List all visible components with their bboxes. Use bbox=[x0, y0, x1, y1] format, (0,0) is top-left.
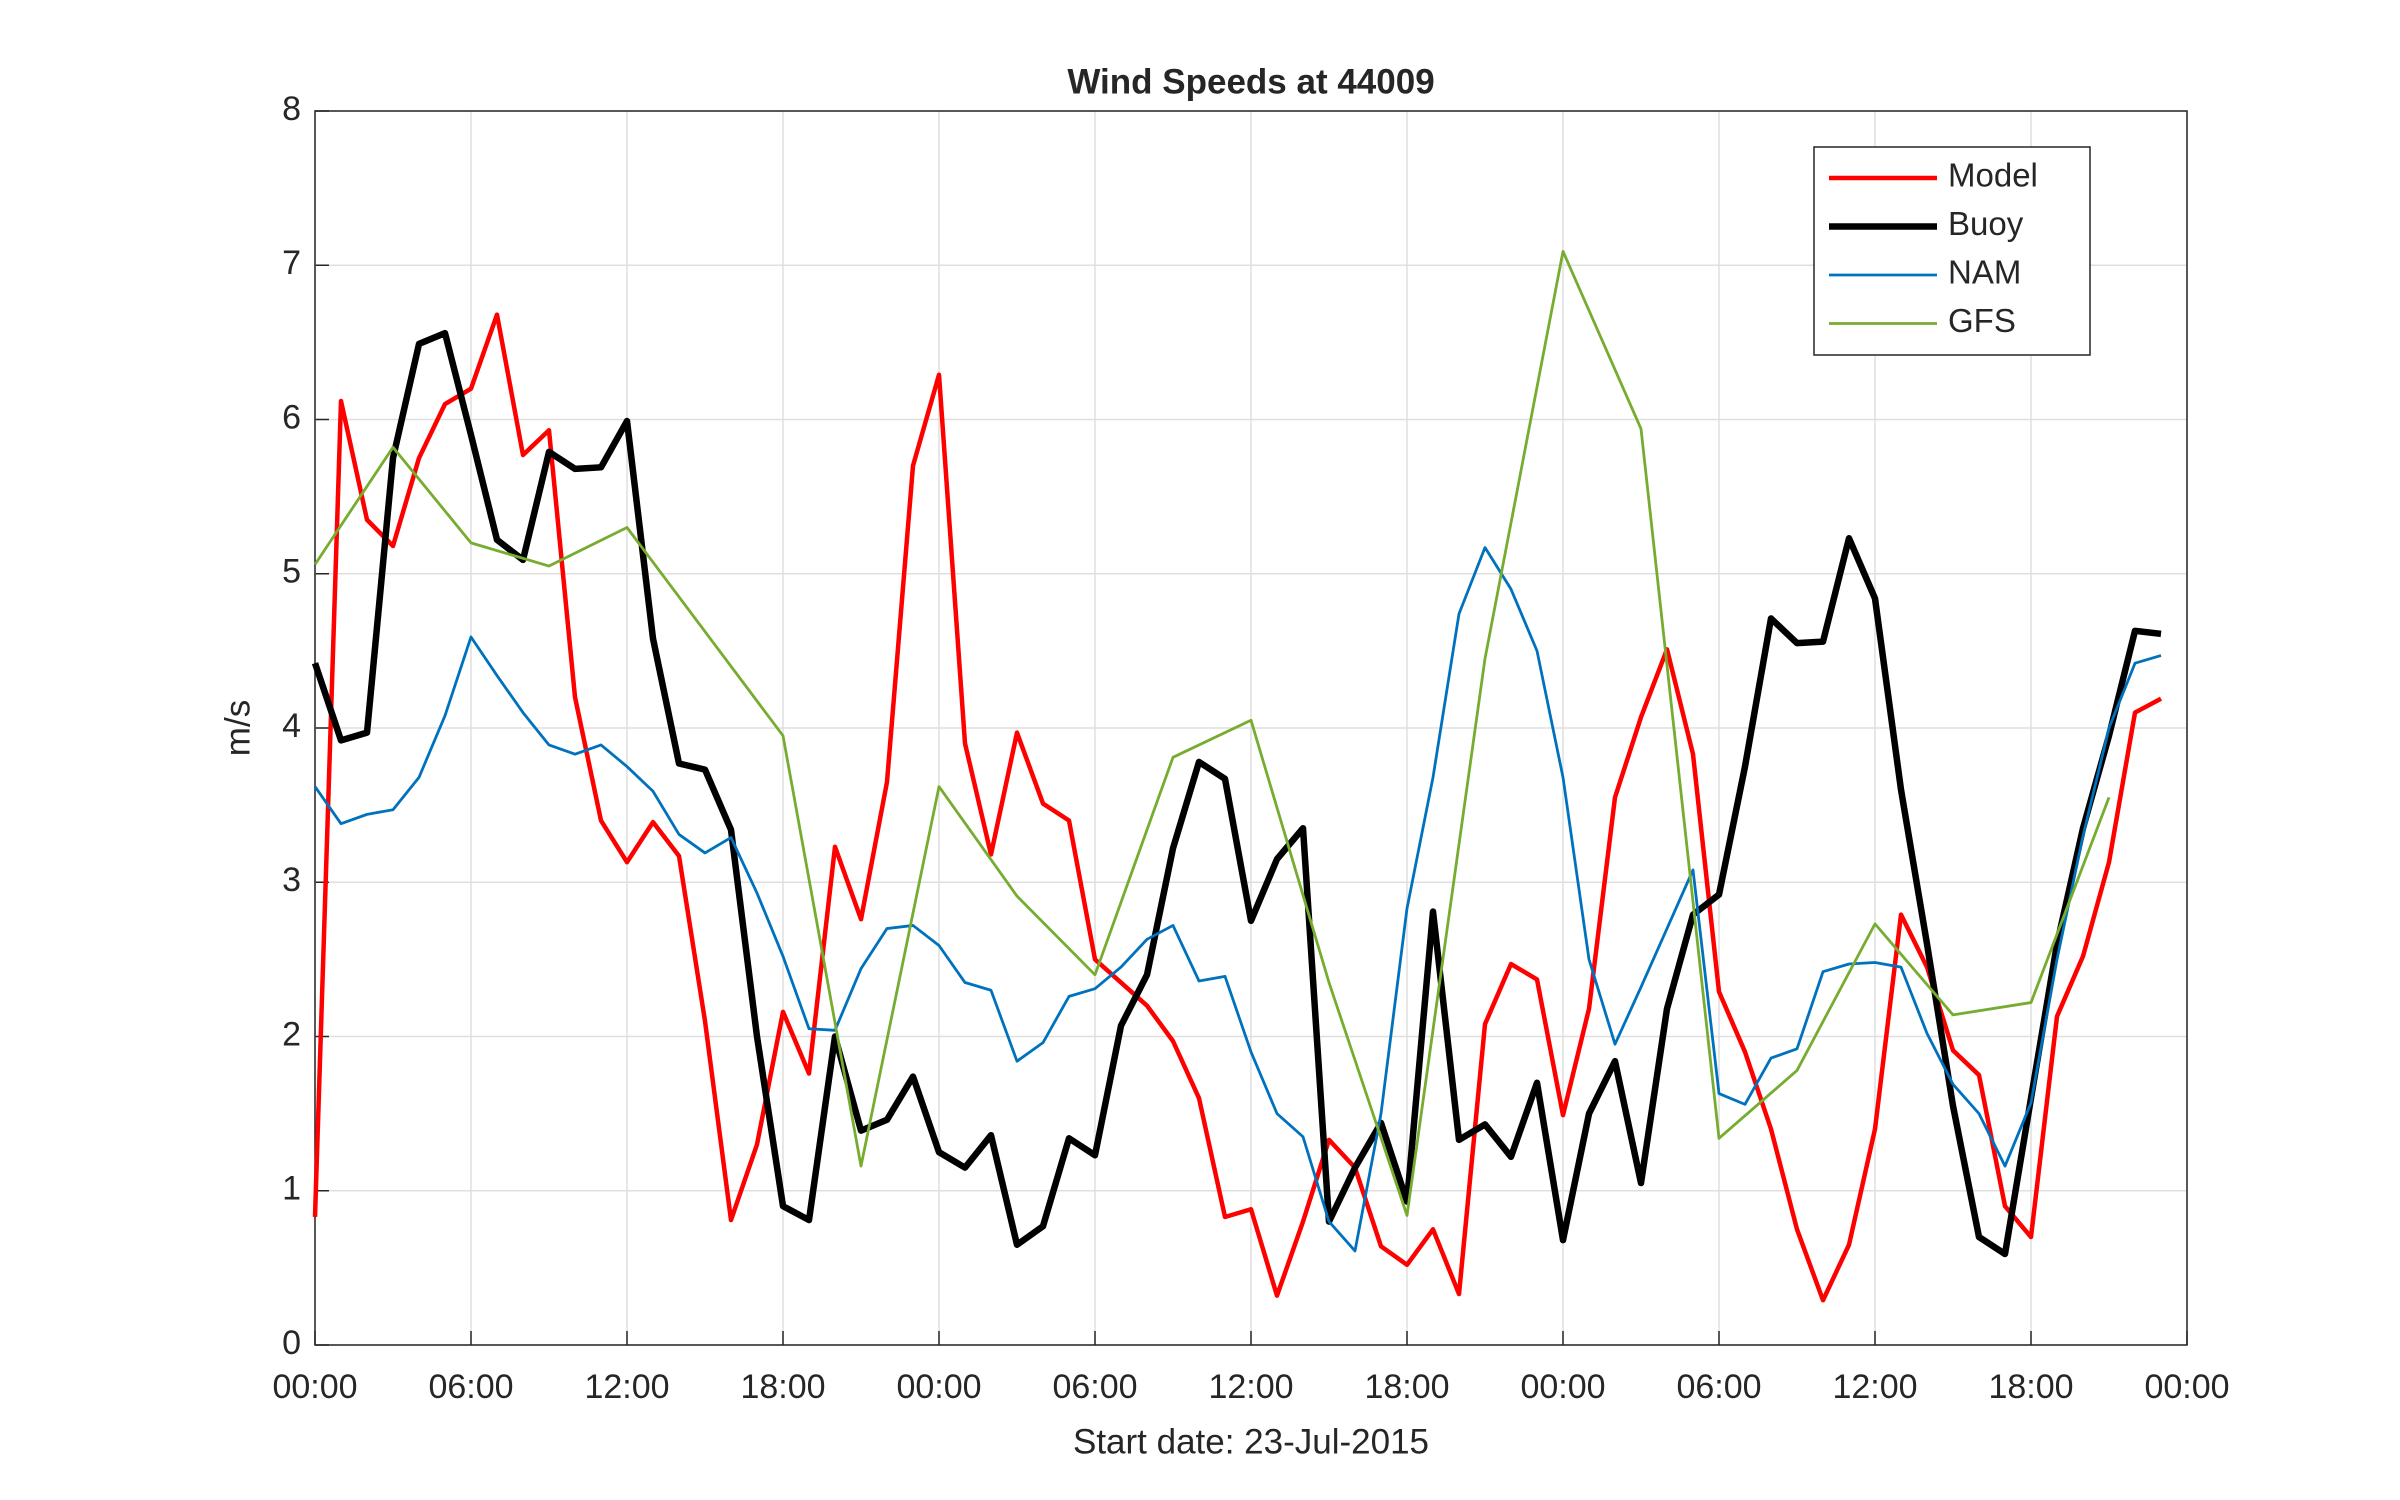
x-tick-label: 00:00 bbox=[896, 1368, 981, 1406]
y-axis-label: m/s bbox=[218, 700, 257, 756]
x-tick-label: 06:00 bbox=[1052, 1368, 1137, 1406]
x-axis-label: Start date: 23-Jul-2015 bbox=[1073, 1422, 1429, 1461]
legend-label: GFS bbox=[1948, 302, 2016, 339]
x-tick-label: 12:00 bbox=[1832, 1368, 1917, 1406]
legend-label: NAM bbox=[1948, 254, 2021, 291]
x-tick-label: 12:00 bbox=[1208, 1368, 1293, 1406]
y-tick-label: 7 bbox=[282, 244, 301, 282]
x-tick-label: 00:00 bbox=[1520, 1368, 1605, 1406]
y-tick-label: 0 bbox=[282, 1324, 301, 1362]
y-tick-label: 5 bbox=[282, 553, 301, 591]
y-tick-label: 4 bbox=[282, 707, 301, 745]
x-tick-label: 18:00 bbox=[1988, 1368, 2073, 1406]
x-tick-label: 06:00 bbox=[428, 1368, 513, 1406]
x-tick-label: 18:00 bbox=[740, 1368, 825, 1406]
x-tick-label: 18:00 bbox=[1364, 1368, 1449, 1406]
data-line bbox=[312, 312, 2163, 1303]
legend-label: Buoy bbox=[1948, 205, 2024, 242]
axes-box bbox=[314, 110, 2188, 1346]
legend-box bbox=[1813, 146, 2091, 356]
y-tick-label: 1 bbox=[282, 1170, 301, 1208]
chart-title: Wind Speeds at 44009 bbox=[1067, 62, 1434, 101]
y-tick-label: 8 bbox=[282, 90, 301, 128]
x-tick-label: 06:00 bbox=[1676, 1368, 1761, 1406]
legend: Model Buoy NAM GFS bbox=[1813, 146, 2091, 356]
data-line bbox=[313, 249, 2111, 1217]
y-tick-label: 6 bbox=[282, 398, 301, 436]
x-tick-label: 00:00 bbox=[2144, 1368, 2229, 1406]
x-tick-label: 00:00 bbox=[272, 1368, 357, 1406]
legend-label: Model bbox=[1948, 157, 2038, 194]
y-tick-label: 2 bbox=[282, 1015, 301, 1053]
data-line bbox=[311, 329, 2162, 1258]
y-tick-label: 3 bbox=[282, 861, 301, 899]
x-tick-label: 12:00 bbox=[584, 1368, 669, 1406]
